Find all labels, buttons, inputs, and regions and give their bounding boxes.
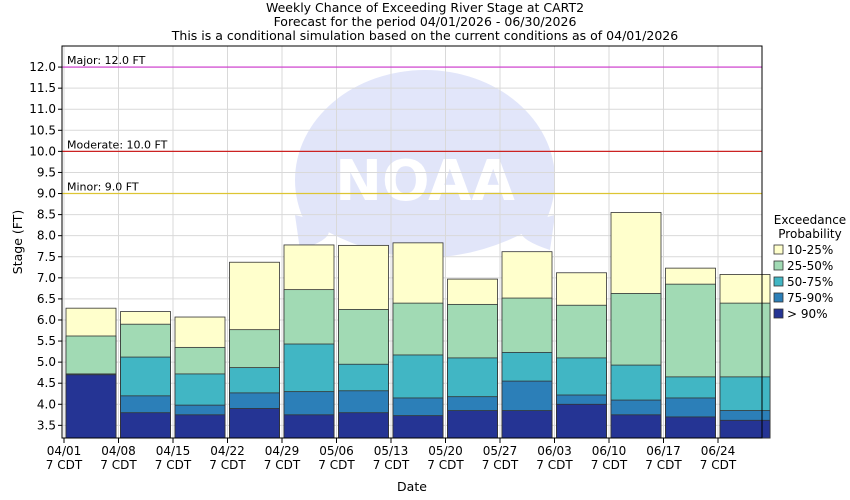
x-tick-label-time: 7 CDT <box>482 458 519 472</box>
y-tick-label: 11.0 <box>29 102 56 116</box>
bar-segment-90 <box>392 415 444 439</box>
flood-stage-label: Minor: 9.0 FT <box>67 181 139 194</box>
y-tick-label: 3.5 <box>37 418 56 432</box>
x-tick-label-time: 7 CDT <box>700 458 737 472</box>
bar-segment-90 <box>501 410 553 439</box>
legend-entry-label: 10-25% <box>787 243 833 257</box>
y-tick-label: 6.5 <box>37 292 56 306</box>
legend-title-line1: Exceedance <box>774 213 846 227</box>
svg-text:NOAA: NOAA <box>335 149 515 214</box>
y-axis-ticks: 3.5 4.0 4.5 5.0 5.5 6.0 6.5 7.0 7.5 8.0 8.5 9.0 9.5 1… <box>29 60 62 432</box>
x-tick-label-date: 05/13 <box>374 444 409 458</box>
bar-segment-90 <box>556 403 607 439</box>
x-tick-label-time: 7 CDT <box>46 458 83 472</box>
y-tick-label: 9.5 <box>37 165 56 179</box>
x-tick-label-time: 7 CDT <box>209 458 246 472</box>
x-tick-label-date: 06/24 <box>701 444 736 458</box>
x-tick-label-date: 04/29 <box>265 444 300 458</box>
y-tick-label: 8.0 <box>37 229 56 243</box>
bar-segment-90 <box>283 414 335 439</box>
y-axis-label: Stage (FT) <box>10 210 25 274</box>
x-tick-label-date: 06/10 <box>592 444 627 458</box>
y-tick-label: 6.0 <box>37 313 56 327</box>
legend-swatch <box>773 308 784 319</box>
y-tick-label: 10.5 <box>29 123 56 137</box>
x-tick-label-time: 7 CDT <box>318 458 355 472</box>
noaa-watermark-logo: NOAA <box>295 70 555 295</box>
bar-segment-90 <box>229 408 280 439</box>
bar-segment-90 <box>665 416 716 439</box>
x-tick-label-date: 04/08 <box>101 444 136 458</box>
legend-swatch <box>773 260 784 271</box>
legend-entry-label: 75-90% <box>787 291 833 305</box>
legend: Exceedance Probability 10-25% 25-50% 50-75… <box>773 213 846 321</box>
y-tick-label: 9.0 <box>37 187 56 201</box>
legend-entry-label: 25-50% <box>787 259 833 273</box>
x-tick-label-time: 7 CDT <box>264 458 301 472</box>
y-tick-label: 10.0 <box>29 144 56 158</box>
legend-swatch <box>773 244 784 255</box>
x-tick-label-time: 7 CDT <box>645 458 682 472</box>
y-tick-label: 12.0 <box>29 60 56 74</box>
x-tick-label-time: 7 CDT <box>100 458 137 472</box>
chart-subtitle-conditions: This is a conditional simulation based o… <box>171 28 678 43</box>
x-tick-label-time: 7 CDT <box>427 458 464 472</box>
flood-stage-label: Moderate: 10.0 FT <box>67 138 168 151</box>
bar-segment-90 <box>338 412 389 439</box>
bar-segment-90 <box>120 412 171 439</box>
x-tick-label-date: 04/22 <box>210 444 245 458</box>
y-tick-label: 7.0 <box>37 271 56 285</box>
y-tick-label: 11.5 <box>29 81 56 95</box>
legend-entry-label: 50-75% <box>787 275 833 289</box>
y-tick-label: 7.5 <box>37 250 56 264</box>
bar-segment-90 <box>447 410 498 439</box>
x-axis-label: Date <box>397 479 427 494</box>
legend-title-line2: Probability <box>778 227 841 241</box>
y-tick-label: 8.5 <box>37 208 56 222</box>
y-tick-label: 5.5 <box>37 334 56 348</box>
chart-subtitle-period: Forecast for the period 04/01/2026 - 06/… <box>274 14 577 29</box>
legend-entry-label: > 90% <box>787 307 828 321</box>
x-tick-label-date: 05/27 <box>483 444 518 458</box>
x-tick-label-date: 05/20 <box>428 444 463 458</box>
x-tick-label-date: 06/17 <box>646 444 681 458</box>
x-tick-label-date: 04/01 <box>47 444 82 458</box>
x-tick-label-time: 7 CDT <box>155 458 192 472</box>
legend-swatch <box>773 276 784 287</box>
x-tick-label-time: 7 CDT <box>373 458 410 472</box>
x-tick-label-date: 04/15 <box>156 444 191 458</box>
flood-stage-label: Major: 12.0 FT <box>67 54 146 67</box>
plot-border <box>61 45 763 439</box>
bar-segment-90 <box>610 414 662 439</box>
x-tick-label-date: 05/06 <box>319 444 354 458</box>
y-tick-label: 5.0 <box>37 355 56 369</box>
x-tick-label-time: 7 CDT <box>536 458 573 472</box>
y-tick-label: 4.5 <box>37 376 56 390</box>
chart-title: Weekly Chance of Exceeding River Stage a… <box>266 0 584 15</box>
x-tick-label-time: 7 CDT <box>591 458 628 472</box>
flood-stage-lines: Major: 12.0 FT Moderate: 10.0 FT Minor: 9.… <box>62 54 762 195</box>
legend-swatch <box>773 292 784 303</box>
bar-segment-90 <box>65 374 117 439</box>
bar-segment-90 <box>174 414 226 439</box>
y-tick-label: 4.0 <box>37 397 56 411</box>
x-tick-label-date: 06/03 <box>537 444 572 458</box>
